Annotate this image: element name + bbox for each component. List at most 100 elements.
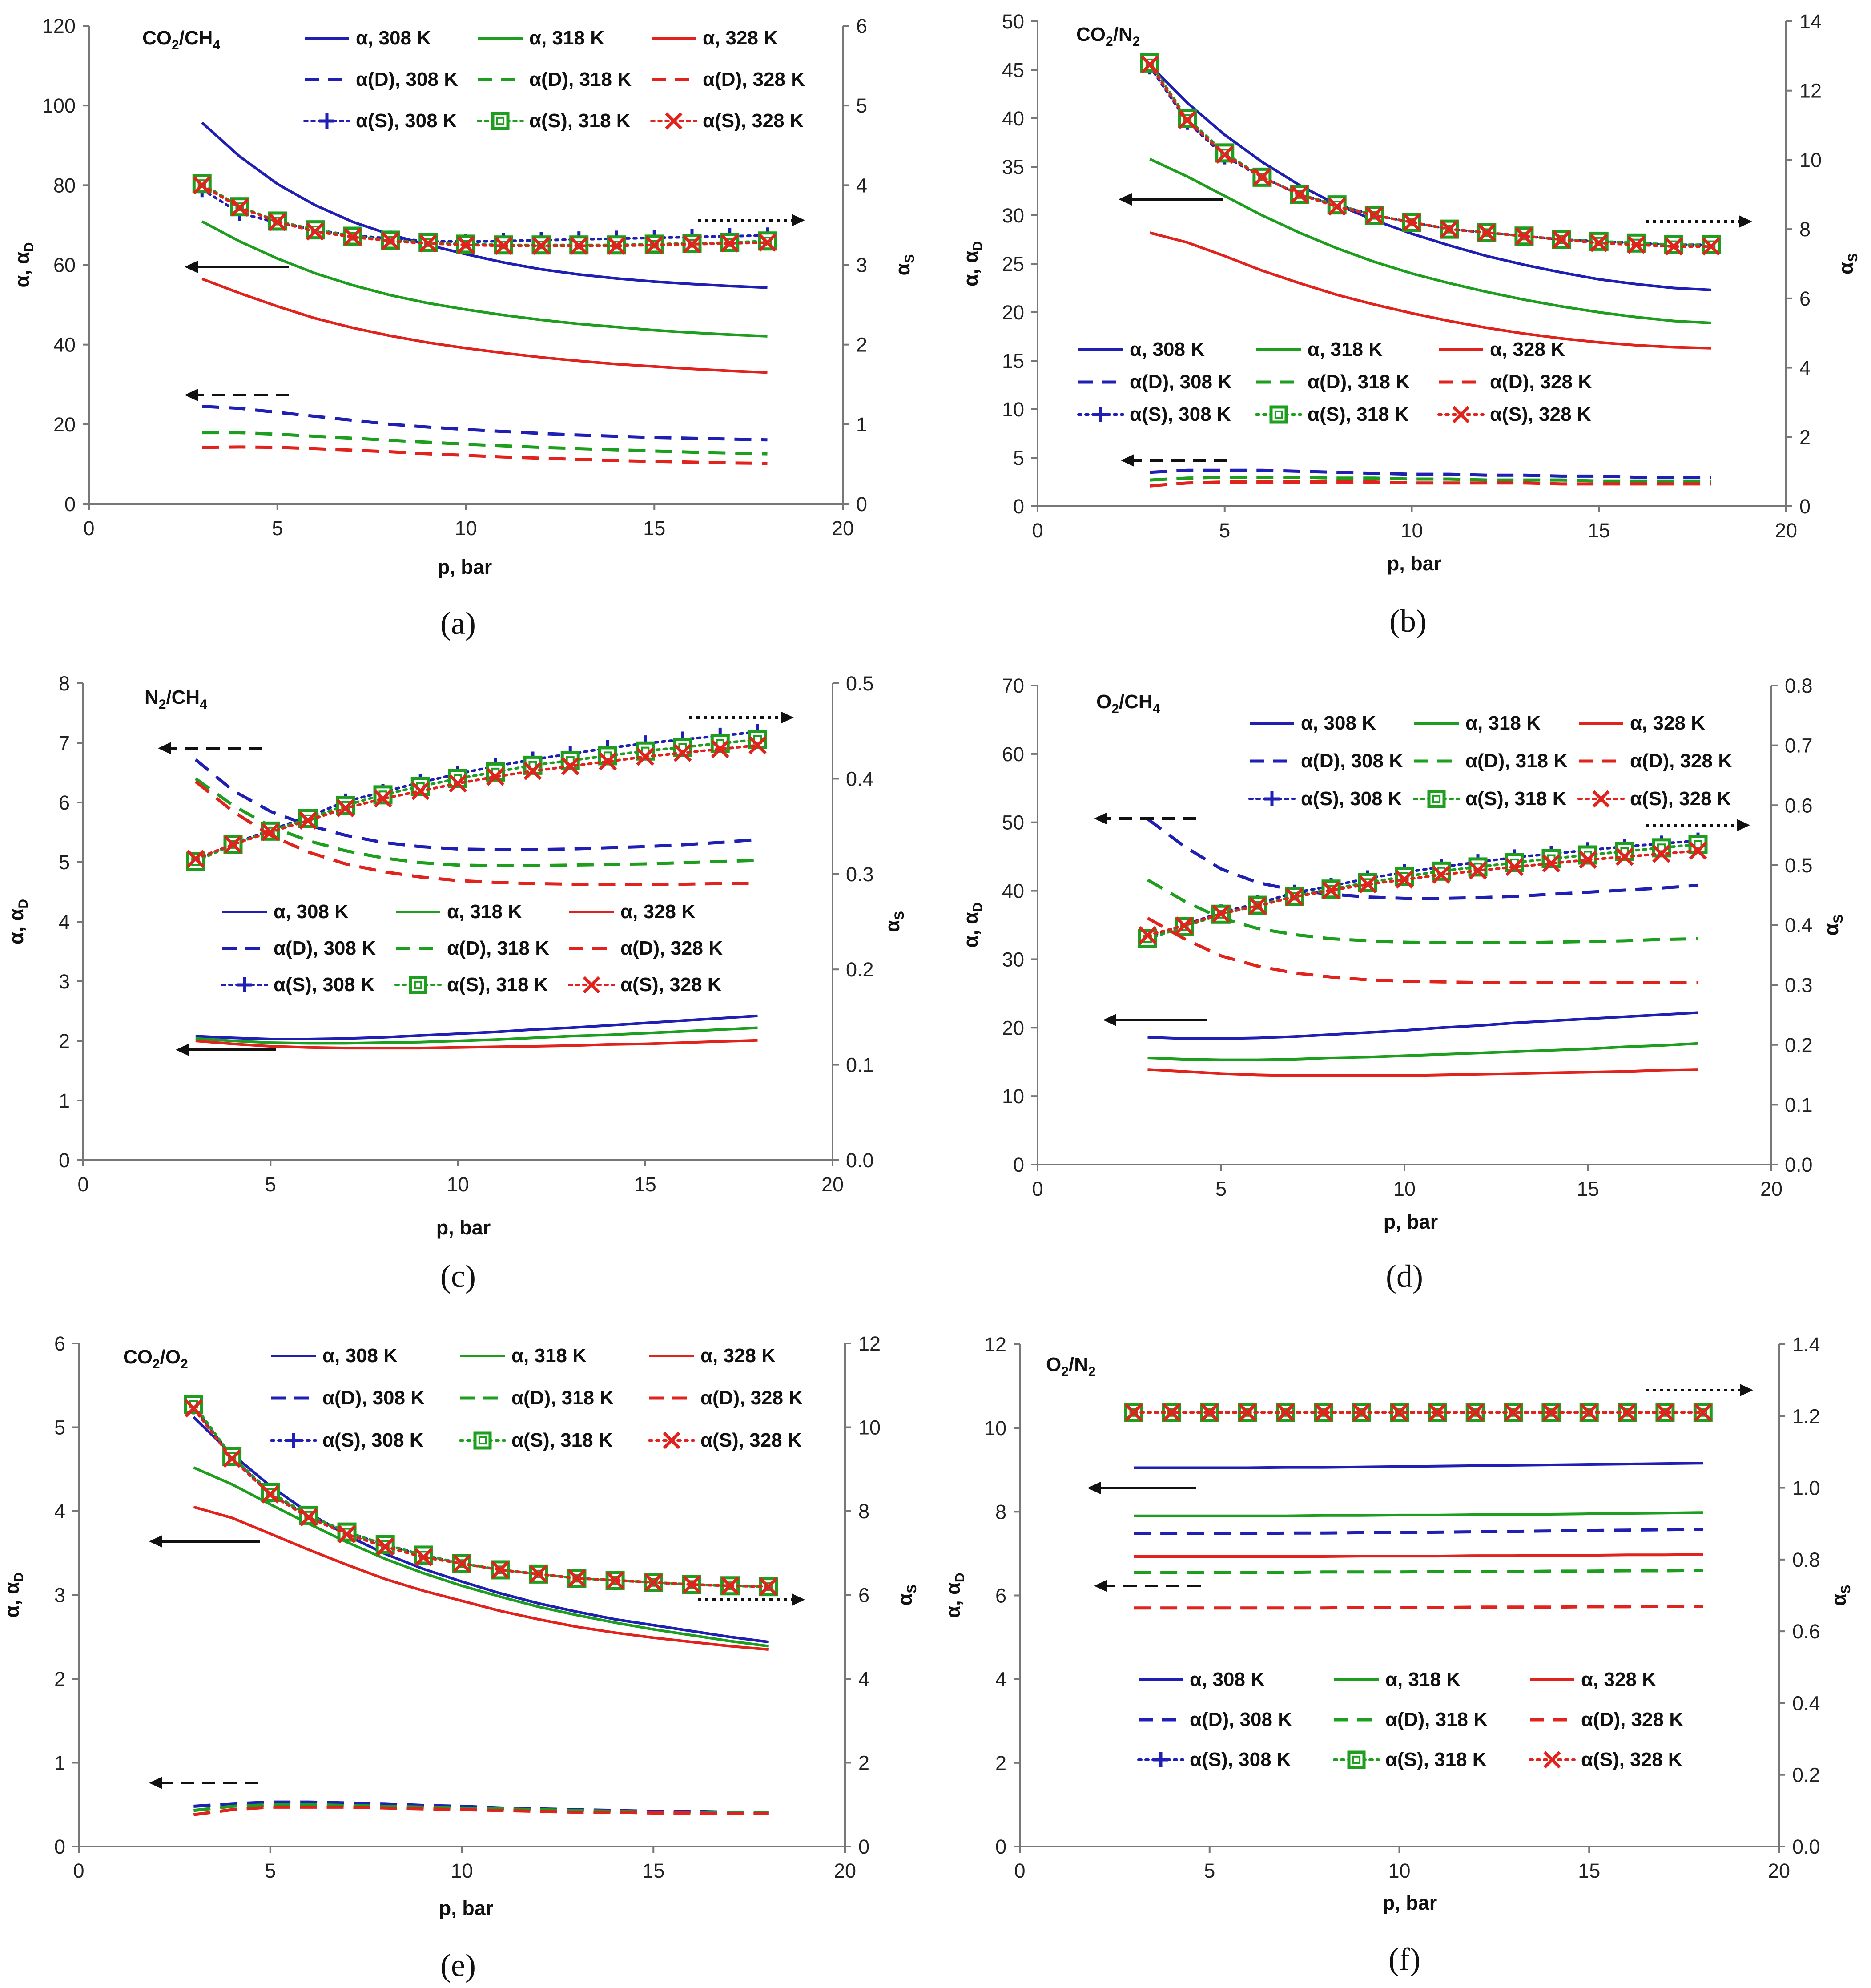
panel-b: 0 5 10 15 20 25 30 35 40 45 50 0 2 4 6 8 10 12 14 0 5 10 15 20 p… [959,10,1860,639]
x-tick-label: 15 [1577,1177,1599,1200]
y2-tick-label: 6 [858,1584,869,1607]
y2-tick-label: 0.4 [1785,914,1813,937]
y2-tick-label: 4 [1799,357,1811,379]
y2-tick-label: 2 [856,334,867,356]
y2-tick-label: 5 [856,94,867,117]
x-tick-label: 5 [265,1173,276,1196]
point-alphaS-328 [1215,145,1234,164]
point-alphaS-328 [673,744,692,762]
y-axis-label: α, αD [959,241,985,286]
y2-axis-label: αS [891,254,917,276]
legend-marker [1592,790,1610,808]
legend-label: α, 328 K [1581,1669,1656,1690]
point-alphaS-328 [376,1537,394,1556]
point-alphaS-328 [758,233,777,252]
legend-label: α, 328 K [620,901,696,923]
panel-title: CO2/CH4 [142,27,220,52]
y2-tick-label: 0.7 [1785,734,1813,757]
y2-tick-label: 1 [856,413,867,436]
y2-tick-label: 12 [1799,80,1822,102]
series-alphaD-308 [193,1800,769,1814]
point-alphaS-328 [299,811,317,830]
point-alphaS-328 [523,762,542,780]
y2-tick-label: 0.1 [1785,1093,1813,1116]
series-alphaD-328 [193,1805,769,1816]
x-tick-label: 0 [83,517,94,540]
legend-label: α(S), 308 K [1130,403,1231,425]
series-alpha-318 [1147,1042,1698,1061]
point-alphaS-328 [1365,206,1384,225]
y2-tick-label: 0.8 [1785,674,1813,697]
point-alphaS-328 [299,1508,318,1527]
y-tick-label: 8 [59,672,70,695]
series-alpha-308 [195,1014,758,1040]
legend: α, 308 K α, 318 K α, 328 K α(D), 308 K α(D),… [270,1345,803,1451]
point-alphaS-328 [721,1577,740,1595]
legend-marker [286,1433,301,1448]
legend-label: α(D), 308 K [356,69,458,90]
y-tick-label: 45 [1002,59,1024,81]
legend: α, 308 K α, 318 K α, 328 K α(D), 308 K α(D),… [303,27,805,132]
axis-indicator-arrow-solid [1119,193,1223,206]
legend-label: α(S), 318 K [529,110,631,132]
point-alphaS-328 [306,222,324,241]
x-tick-label: 5 [265,1859,276,1882]
point-alphaS-328 [491,1561,510,1579]
legend-label: α, 308 K [274,901,349,923]
x-tick-label: 10 [451,1859,473,1882]
point-alphaS-328 [336,799,355,818]
point-alphaS-318 [1395,867,1414,886]
x-tick-label: 20 [834,1859,856,1882]
x-axis-label: p, bar [439,1897,494,1919]
y-tick-label: 100 [42,94,76,117]
axis-indicator-arrow-dotted [689,711,794,724]
series-alpha-318 [195,1026,758,1045]
point-alphaS-328 [453,1554,471,1573]
y2-tick-label: 0 [858,1835,869,1858]
series-alphaD-318 [1134,1569,1703,1574]
legend-label: α, 308 K [1301,712,1376,734]
legend-label: α(S), 328 K [1581,1749,1682,1770]
y-tick-label: 20 [53,413,76,436]
panel-label: (c) [440,1258,476,1294]
point-alphaS-328 [1702,237,1721,256]
series-alphaD-308 [202,405,768,442]
legend-label: α(D), 318 K [447,937,549,959]
series-alphaS-328 [201,184,769,247]
y2-tick-label: 0 [1799,495,1811,518]
legend-label: α(S), 308 K [274,974,375,996]
point-alphaS-328 [1656,1403,1674,1422]
point-alphaS-328 [636,747,655,766]
axis-indicator-arrow-dashed [1094,812,1196,825]
legend-symbol [1529,1751,1576,1769]
legend-label: α(D), 308 K [1190,1709,1292,1730]
point-alphaS-328 [261,1485,280,1504]
point-alphaS-328 [1290,185,1309,204]
legend-label: α(S), 328 K [1630,788,1731,810]
point-alphaS-328 [1469,861,1487,880]
series-alphaD-308 [1147,818,1698,900]
point-alphaS-328 [532,237,551,255]
point-alphaS-328 [1432,865,1450,884]
x-tick-label: 20 [1760,1177,1782,1200]
y-tick-label: 5 [1013,447,1024,469]
legend-marker [665,112,683,130]
y-tick-label: 60 [1002,743,1024,766]
x-axis-label: p, bar [1383,1891,1437,1914]
y-tick-label: 3 [54,1584,65,1607]
series-alphaD-318 [1147,878,1698,944]
y2-tick-label: 14 [1799,10,1822,33]
point-alphaS-328 [644,1573,663,1592]
legend-symbol [459,1431,506,1450]
legend-label: α(S), 328 K [620,974,722,996]
y-tick-label: 0 [1013,1153,1024,1176]
series-alpha-328 [1149,231,1711,350]
point-alphaS-328 [1665,237,1683,256]
y-tick-label: 5 [59,851,70,874]
point-alphaS-328 [419,234,438,253]
legend-marker [1427,790,1446,808]
point-alphaS-328 [1140,55,1159,74]
y-tick-label: 50 [1002,10,1024,33]
legend-label: α(D), 308 K [1130,371,1232,393]
panel-title: CO2/N2 [1076,24,1140,49]
